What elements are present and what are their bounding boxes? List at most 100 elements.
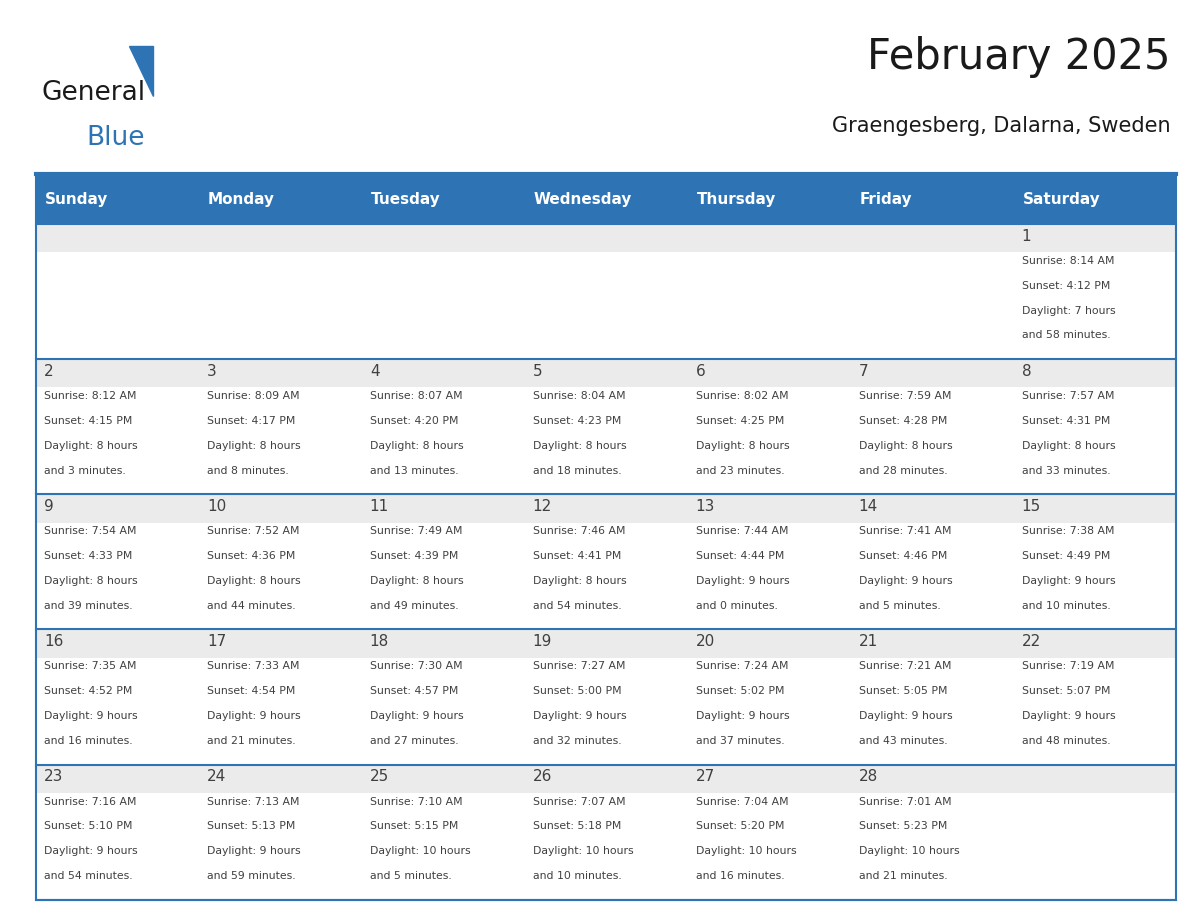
Text: and 37 minutes.: and 37 minutes. [696, 736, 784, 745]
Bar [36, 765, 198, 793]
Text: Daylight: 8 hours: Daylight: 8 hours [44, 576, 138, 586]
Text: Sunrise: 8:12 AM: Sunrise: 8:12 AM [44, 391, 137, 401]
Bar [361, 630, 524, 658]
Text: and 0 minutes.: and 0 minutes. [696, 600, 777, 610]
Bar [36, 174, 1176, 900]
Text: Daylight: 7 hours: Daylight: 7 hours [1022, 306, 1116, 316]
Bar [851, 224, 1013, 359]
Bar [1013, 765, 1176, 900]
Text: 8: 8 [1022, 364, 1031, 379]
Bar [1013, 630, 1176, 765]
Text: Daylight: 9 hours: Daylight: 9 hours [1022, 576, 1116, 586]
Bar [851, 765, 1013, 900]
Text: 6: 6 [696, 364, 706, 379]
Bar [198, 224, 361, 359]
Text: and 10 minutes.: and 10 minutes. [1022, 600, 1111, 610]
Bar [851, 630, 1013, 765]
Text: and 5 minutes.: and 5 minutes. [369, 871, 451, 881]
Text: Daylight: 8 hours: Daylight: 8 hours [532, 576, 626, 586]
Bar [36, 494, 198, 522]
Text: Sunset: 5:02 PM: Sunset: 5:02 PM [696, 687, 784, 696]
Bar [688, 359, 851, 494]
Bar [688, 224, 851, 359]
Text: Sunset: 4:25 PM: Sunset: 4:25 PM [696, 416, 784, 426]
Text: Sunrise: 7:30 AM: Sunrise: 7:30 AM [369, 662, 462, 671]
Text: Daylight: 10 hours: Daylight: 10 hours [369, 846, 470, 856]
Text: 17: 17 [207, 634, 226, 649]
Bar [688, 359, 851, 387]
Text: Daylight: 9 hours: Daylight: 9 hours [369, 711, 463, 721]
Text: February 2025: February 2025 [867, 36, 1170, 78]
Text: Sunset: 5:10 PM: Sunset: 5:10 PM [44, 822, 132, 832]
Text: and 44 minutes.: and 44 minutes. [207, 600, 296, 610]
Text: Friday: Friday [860, 192, 912, 207]
Text: 7: 7 [859, 364, 868, 379]
Text: Sunrise: 8:07 AM: Sunrise: 8:07 AM [369, 391, 462, 401]
Text: 22: 22 [1022, 634, 1041, 649]
Text: 21: 21 [859, 634, 878, 649]
Bar [198, 765, 361, 793]
Text: Sunrise: 7:46 AM: Sunrise: 7:46 AM [532, 526, 625, 536]
Bar [851, 359, 1013, 387]
Bar [36, 630, 198, 765]
Text: 20: 20 [696, 634, 715, 649]
Bar [851, 224, 1013, 252]
Text: Daylight: 10 hours: Daylight: 10 hours [859, 846, 959, 856]
Bar [688, 630, 851, 658]
Text: and 32 minutes.: and 32 minutes. [532, 736, 621, 745]
Text: 24: 24 [207, 769, 226, 784]
Text: Daylight: 9 hours: Daylight: 9 hours [532, 711, 626, 721]
Text: and 5 minutes.: and 5 minutes. [859, 600, 941, 610]
Text: Sunrise: 7:01 AM: Sunrise: 7:01 AM [859, 797, 952, 807]
Text: General: General [42, 80, 146, 106]
Text: Sunrise: 7:07 AM: Sunrise: 7:07 AM [532, 797, 625, 807]
Text: Daylight: 8 hours: Daylight: 8 hours [207, 576, 301, 586]
Text: Sunrise: 8:14 AM: Sunrise: 8:14 AM [1022, 256, 1114, 266]
Text: Graengesberg, Dalarna, Sweden: Graengesberg, Dalarna, Sweden [832, 116, 1170, 136]
Text: Saturday: Saturday [1023, 192, 1100, 207]
Text: and 48 minutes.: and 48 minutes. [1022, 736, 1110, 745]
Text: and 21 minutes.: and 21 minutes. [207, 736, 296, 745]
Text: Sunrise: 8:04 AM: Sunrise: 8:04 AM [532, 391, 625, 401]
Bar [36, 224, 198, 359]
Text: and 18 minutes.: and 18 minutes. [532, 465, 621, 476]
Text: Daylight: 10 hours: Daylight: 10 hours [696, 846, 796, 856]
Bar [1013, 359, 1176, 387]
Text: Daylight: 9 hours: Daylight: 9 hours [1022, 711, 1116, 721]
Text: Sunset: 4:54 PM: Sunset: 4:54 PM [207, 687, 296, 696]
Text: 12: 12 [532, 498, 552, 514]
Text: 26: 26 [532, 769, 552, 784]
Text: Daylight: 8 hours: Daylight: 8 hours [859, 441, 953, 451]
Bar [524, 359, 688, 494]
Bar [1013, 494, 1176, 630]
Text: 10: 10 [207, 498, 226, 514]
Text: and 13 minutes.: and 13 minutes. [369, 465, 459, 476]
Text: Sunrise: 7:19 AM: Sunrise: 7:19 AM [1022, 662, 1114, 671]
Text: 14: 14 [859, 498, 878, 514]
Bar [361, 765, 524, 900]
Text: and 59 minutes.: and 59 minutes. [207, 871, 296, 881]
Text: Sunrise: 7:54 AM: Sunrise: 7:54 AM [44, 526, 137, 536]
Text: Sunrise: 7:38 AM: Sunrise: 7:38 AM [1022, 526, 1114, 536]
Bar [198, 359, 361, 494]
Text: Sunset: 4:52 PM: Sunset: 4:52 PM [44, 687, 132, 696]
Text: Daylight: 9 hours: Daylight: 9 hours [696, 576, 789, 586]
Text: Sunset: 4:31 PM: Sunset: 4:31 PM [1022, 416, 1110, 426]
Text: Daylight: 8 hours: Daylight: 8 hours [207, 441, 301, 451]
Bar [1013, 630, 1176, 658]
Text: Sunset: 4:23 PM: Sunset: 4:23 PM [532, 416, 621, 426]
Bar [361, 630, 524, 765]
Bar [524, 765, 688, 793]
Bar [198, 224, 361, 252]
Bar [198, 630, 361, 658]
Text: Sunset: 5:20 PM: Sunset: 5:20 PM [696, 822, 784, 832]
Text: and 16 minutes.: and 16 minutes. [44, 736, 133, 745]
Bar [361, 359, 524, 494]
Text: Sunrise: 7:33 AM: Sunrise: 7:33 AM [207, 662, 299, 671]
Text: Daylight: 9 hours: Daylight: 9 hours [207, 846, 301, 856]
Bar [688, 494, 851, 630]
Text: Sunset: 4:15 PM: Sunset: 4:15 PM [44, 416, 132, 426]
Bar [688, 224, 851, 252]
Text: Sunrise: 7:16 AM: Sunrise: 7:16 AM [44, 797, 137, 807]
Text: Sunset: 4:44 PM: Sunset: 4:44 PM [696, 551, 784, 561]
